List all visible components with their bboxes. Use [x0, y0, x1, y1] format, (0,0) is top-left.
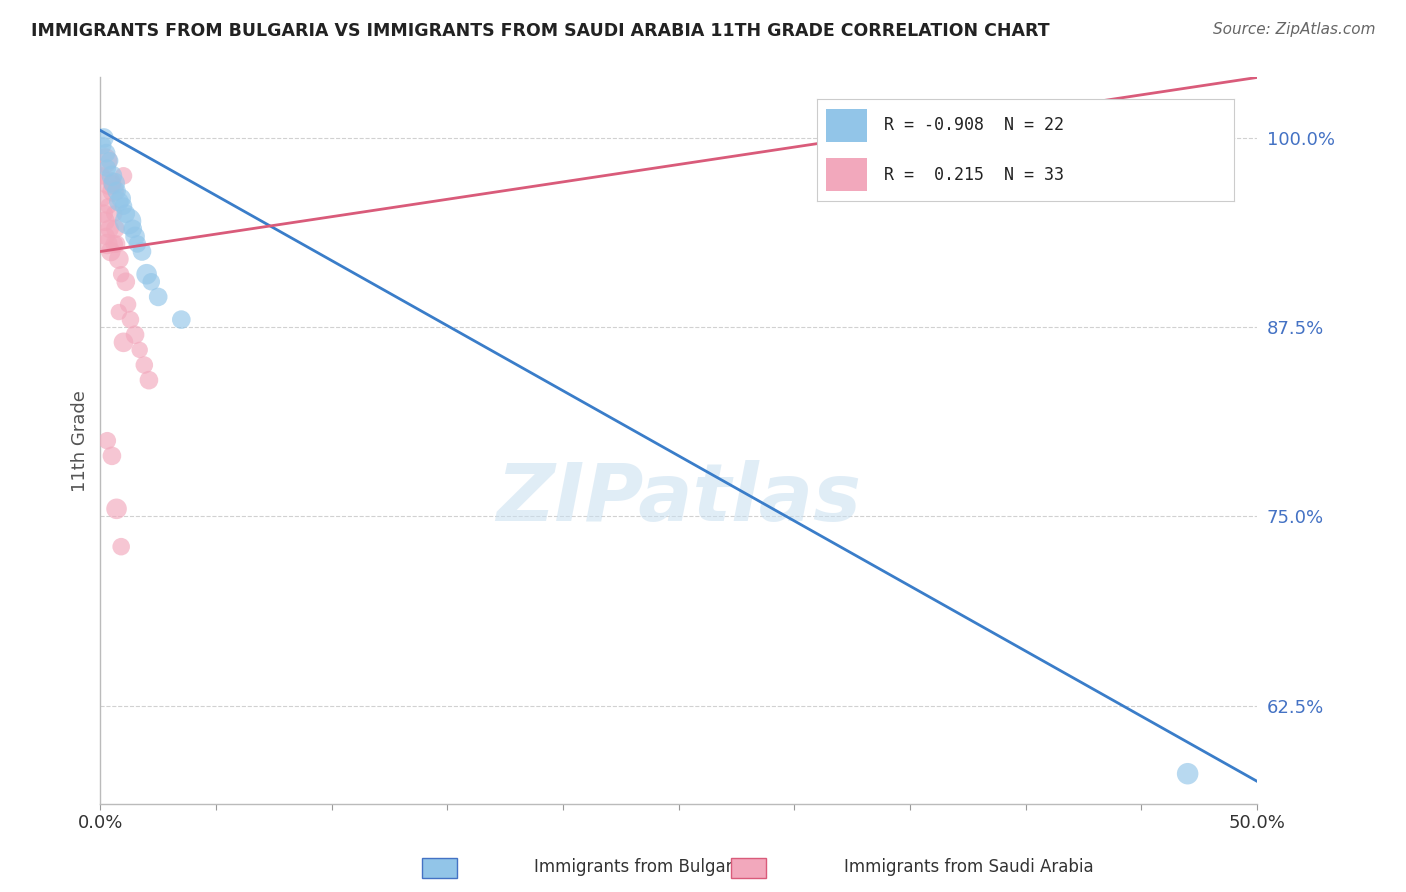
Point	[94, 229, 117, 244]
Point	[108, 252, 131, 266]
Point	[1177, 766, 1199, 780]
Point	[90, 169, 112, 183]
Point	[96, 161, 118, 176]
Point	[114, 275, 136, 289]
Point	[135, 267, 157, 281]
Text: IMMIGRANTS FROM BULGARIA VS IMMIGRANTS FROM SAUDI ARABIA 11TH GRADE CORRELATION : IMMIGRANTS FROM BULGARIA VS IMMIGRANTS F…	[31, 22, 1049, 40]
Point	[148, 290, 170, 304]
Point	[134, 358, 156, 372]
Point	[121, 222, 143, 236]
Point	[97, 199, 120, 213]
Point	[112, 199, 135, 213]
Point	[127, 236, 149, 251]
Point	[96, 434, 118, 448]
Point	[98, 222, 121, 236]
Point	[112, 335, 135, 350]
Point	[112, 169, 135, 183]
Point	[105, 236, 128, 251]
Point	[101, 169, 124, 183]
Point	[120, 312, 142, 326]
Point	[108, 194, 131, 209]
Point	[124, 229, 146, 244]
Point	[98, 153, 121, 168]
Point	[138, 373, 160, 387]
Point	[101, 449, 124, 463]
Text: ZIPatlas: ZIPatlas	[496, 460, 862, 538]
Point	[103, 236, 125, 251]
Point	[141, 275, 163, 289]
Point	[91, 192, 114, 206]
Point	[114, 207, 136, 221]
Point	[117, 297, 139, 311]
Text: Source: ZipAtlas.com: Source: ZipAtlas.com	[1212, 22, 1375, 37]
Point	[100, 244, 122, 259]
Point	[110, 192, 132, 206]
Point	[170, 312, 193, 326]
Point	[94, 214, 117, 228]
Text: Immigrants from Saudi Arabia: Immigrants from Saudi Arabia	[844, 858, 1094, 876]
Point	[110, 540, 132, 554]
Point	[91, 138, 114, 153]
Point	[93, 207, 115, 221]
Point	[105, 501, 128, 516]
Point	[108, 305, 131, 319]
Point	[94, 146, 117, 161]
Point	[110, 267, 132, 281]
Point	[98, 177, 121, 191]
Point	[101, 184, 124, 198]
Point	[103, 207, 125, 221]
Point	[105, 184, 128, 198]
Point	[104, 222, 127, 236]
Point	[101, 177, 124, 191]
Point	[131, 244, 153, 259]
Point	[128, 343, 150, 357]
Point	[117, 214, 139, 228]
Point	[94, 153, 117, 168]
Point	[103, 177, 125, 191]
Text: Immigrants from Bulgaria: Immigrants from Bulgaria	[534, 858, 748, 876]
Point	[124, 327, 146, 342]
Point	[96, 236, 118, 251]
Y-axis label: 11th Grade: 11th Grade	[72, 390, 89, 491]
Point	[93, 131, 115, 145]
